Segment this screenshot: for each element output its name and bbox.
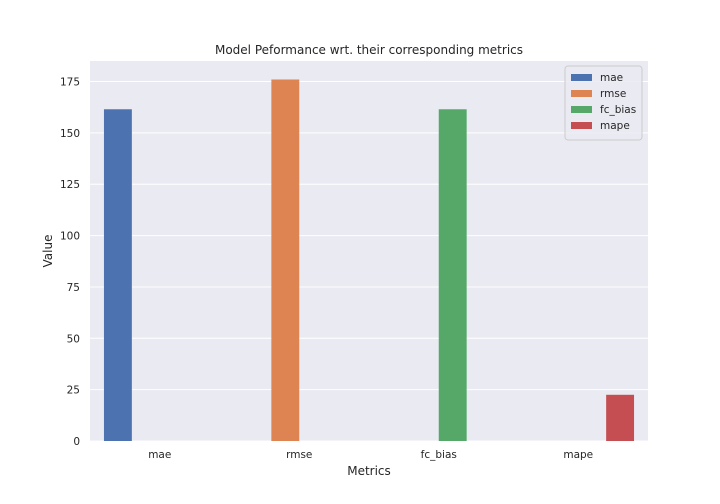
bar-rmse bbox=[271, 79, 300, 442]
legend-swatch bbox=[571, 106, 592, 113]
x-axis-label: Metrics bbox=[347, 464, 391, 478]
y-tick-label: 150 bbox=[60, 128, 80, 140]
bar-mape bbox=[606, 394, 635, 441]
x-tick-label: mae bbox=[148, 449, 171, 461]
y-tick-label: 75 bbox=[67, 282, 80, 294]
y-tick-label: 50 bbox=[67, 333, 80, 345]
legend-box bbox=[564, 65, 643, 141]
legend-label: rmse bbox=[600, 88, 626, 100]
y-tick-labels: 0 25 50 75 100 125 150 175 bbox=[60, 77, 80, 448]
legend-label: mae bbox=[600, 72, 623, 84]
gridlines bbox=[90, 81, 648, 442]
y-tick-label: 25 bbox=[67, 385, 80, 397]
plot-area bbox=[90, 61, 648, 441]
bar-fc_bias bbox=[438, 109, 467, 442]
x-tick-label: mape bbox=[563, 449, 593, 461]
x-tick-label: rmse bbox=[286, 449, 312, 461]
y-tick-label: 125 bbox=[60, 179, 80, 191]
x-tick-labels: mae rmse fc_bias mape bbox=[148, 449, 593, 461]
y-axis-label: Value bbox=[41, 235, 55, 268]
y-tick-label: 100 bbox=[60, 231, 80, 243]
legend-swatch bbox=[571, 122, 592, 129]
legend-swatch bbox=[571, 74, 592, 81]
bars bbox=[103, 79, 635, 442]
legend-swatch bbox=[571, 90, 592, 97]
x-tick-label: fc_bias bbox=[421, 449, 457, 461]
legend-label: mape bbox=[600, 120, 630, 132]
y-tick-label: 0 bbox=[73, 436, 80, 448]
bar-mae bbox=[103, 109, 132, 442]
chart-title: Model Peformance wrt. their correspondin… bbox=[215, 43, 523, 57]
y-tick-label: 175 bbox=[60, 77, 80, 89]
legend-label: fc_bias bbox=[600, 104, 636, 116]
